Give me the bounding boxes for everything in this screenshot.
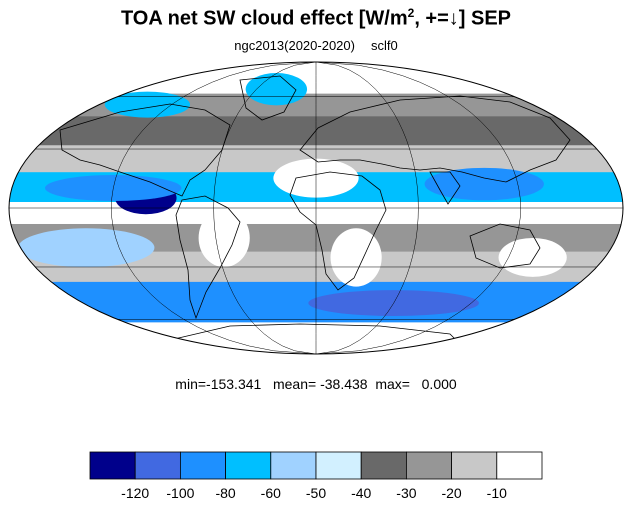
colorbar-swatch-0	[89, 451, 136, 480]
colorbar-swatch-7	[405, 451, 452, 480]
colorbar-swatch-2	[179, 451, 226, 480]
colorbar-swatch-9	[496, 451, 543, 480]
colorbar-swatch-5	[315, 451, 362, 480]
stat-mean-value: -38.438	[320, 376, 368, 392]
map-patch-8	[18, 228, 155, 268]
statistics-line: min=-153.341 mean= -38.438 max= 0.000	[0, 376, 632, 392]
colorbar-tick-label: -100	[166, 485, 194, 501]
colorbar-tick-label: -80	[215, 485, 235, 501]
plot-subtitle: ngc2013(2020-2020) sclf0	[0, 38, 632, 53]
subtitle-variable: sclf0	[370, 38, 398, 53]
world-map	[8, 61, 624, 355]
coastline-greenland	[239, 75, 297, 121]
map-patch-3	[104, 91, 191, 118]
stat-max-value: 0.000	[421, 376, 457, 392]
map-patch-10	[245, 72, 308, 106]
title-main: TOA net SW cloud effect [W/m	[120, 7, 408, 30]
colorbar-swatch-4	[270, 451, 317, 480]
stat-max-label: max=	[375, 376, 410, 392]
colorbar-swatch-6	[360, 451, 407, 480]
title-suffix: , +=↓] SEP	[414, 7, 512, 30]
meridian-line	[315, 62, 521, 354]
subtitle-case: ngc2013(2020-2020)	[234, 38, 355, 53]
colorbar-tick-label: -10	[487, 485, 507, 501]
stat-min-value: -153.341	[206, 376, 262, 392]
title-superscript: 2	[407, 6, 415, 20]
meridian-line	[213, 62, 317, 354]
colorbar-tick-label: -30	[396, 485, 416, 501]
colorbar-swatch-3	[225, 451, 272, 480]
colorbar-swatch-1	[134, 451, 181, 480]
meridian-line	[315, 62, 419, 354]
stat-mean-label: mean=	[272, 376, 317, 392]
colorbar-tick-label: -60	[261, 485, 281, 501]
colorbar-tick-label: -50	[306, 485, 326, 501]
colorbar-tick-label: -120	[121, 485, 149, 501]
coastline-eurasia	[299, 95, 571, 183]
colorbar-tick-label: -40	[351, 485, 371, 501]
colorbar-tick-label: -20	[441, 485, 461, 501]
map-patch-6	[198, 208, 250, 268]
stat-min-label: min=	[175, 376, 207, 392]
map-border	[8, 61, 624, 355]
coastline-australia	[469, 223, 541, 269]
coastline-north-america	[59, 103, 231, 197]
meridian-line	[111, 62, 317, 354]
map-patch-5	[330, 228, 382, 287]
map-patch-2	[424, 167, 544, 201]
coastline-india	[429, 171, 461, 205]
coastline-antarctica	[159, 323, 471, 354]
colorbar-swatch-8	[451, 451, 498, 480]
plot-title: TOA net SW cloud effect [W/m2, +=↓] SEP	[0, 6, 632, 31]
coastline-africa	[289, 171, 387, 291]
